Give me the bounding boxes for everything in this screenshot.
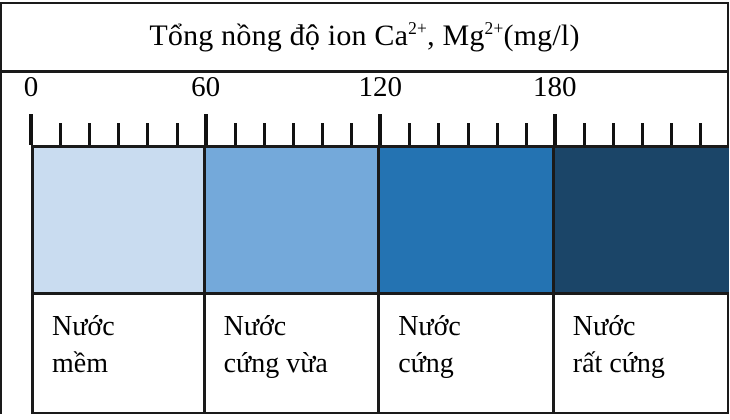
title-superscript-ca: 2+ (408, 18, 428, 38)
category-label-line1: Nước (572, 311, 636, 342)
axis-tick-minor (117, 123, 121, 145)
category-label-line2: rất cứng (572, 347, 665, 379)
axis-tick-label: 180 (533, 71, 577, 103)
axis-tick-minor (350, 123, 354, 145)
axis-tick-minor (291, 123, 295, 145)
title-band: Tổng nồng độ ion Ca2+, Mg2+(mg/l) (0, 2, 729, 70)
category-label-cell: Nước cứng vừa (206, 295, 381, 414)
category-label-cell: Nước rất cứng (555, 295, 729, 414)
axis-tick-minor (524, 123, 528, 145)
axis-tick-minor (582, 123, 586, 145)
axis-tick-minor (495, 123, 499, 145)
axis-tick-minor (146, 123, 150, 145)
title-suffix: (mg/l) (503, 19, 580, 52)
axis-tick-major (378, 114, 383, 145)
title-divider (0, 70, 729, 73)
axis-tick-label: 120 (358, 71, 402, 103)
color-band (205, 145, 381, 295)
axis-tick-minor (233, 123, 237, 145)
axis-tick-minor (262, 123, 266, 145)
title-prefix: Tổng nồng độ ion Ca (149, 19, 409, 52)
axis-tick-minor (408, 123, 412, 145)
axis-tick-minor (466, 123, 470, 145)
axis-origin-gutter (2, 145, 31, 414)
axis-tick-minor (699, 123, 703, 145)
category-label-cell: Nước cứng (380, 295, 555, 414)
axis-tick-label: 0 (23, 71, 39, 103)
category-label-cell: Nước mềm (31, 295, 206, 414)
axis-tick-minor (59, 123, 63, 145)
category-label-line1: Nước (223, 311, 287, 342)
axis-tick-minor (437, 123, 441, 145)
category-label-line2: mềm (52, 347, 108, 379)
axis-tick-major (552, 114, 557, 145)
axis-tick-minor (641, 123, 645, 145)
color-band (554, 145, 729, 295)
color-band (380, 145, 555, 295)
axis-tick-minor (175, 123, 179, 145)
axis-tick-minor (670, 123, 674, 145)
axis-tick-label: 60 (191, 71, 221, 103)
axis-tick-major (203, 114, 208, 145)
axis-tick-major (29, 114, 33, 145)
title-middle: , Mg (427, 19, 485, 52)
color-band (31, 145, 206, 295)
category-label-line2: cứng vừa (223, 347, 328, 379)
category-labels-row: Nước mềm Nước cứng vừa Nước cứng Nước rất cứng (31, 295, 729, 414)
x-axis: 0 60 120 180 (0, 73, 729, 145)
page-title: Tổng nồng độ ion Ca2+, Mg2+(mg/l) (149, 18, 580, 52)
title-superscript-mg: 2+ (484, 18, 504, 38)
axis-tick-minor (321, 123, 324, 145)
color-bands-row (31, 145, 729, 295)
category-label-line1: Nước (398, 311, 461, 342)
category-label-line2: cứng (398, 347, 454, 379)
axis-tick-minor (88, 123, 92, 145)
axis-tick-minor (612, 123, 615, 145)
category-label-line1: Nước (52, 311, 115, 342)
